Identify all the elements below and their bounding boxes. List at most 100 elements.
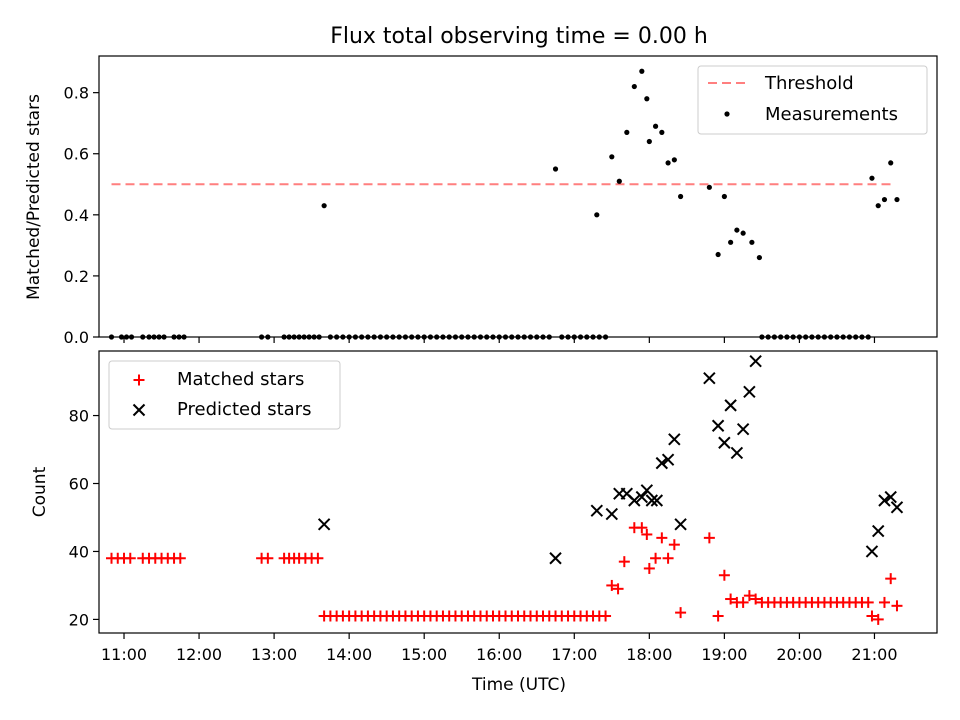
measurement-point — [484, 334, 490, 340]
ratio-y-ticks: 0.0 0.2 0.4 0.6 0.8 — [64, 84, 99, 347]
matched-star-point — [737, 596, 749, 608]
measurement-point — [869, 175, 875, 181]
measurement-point — [176, 334, 182, 340]
matched-star-point — [643, 562, 655, 574]
predicted-star-point-b — [640, 484, 654, 497]
measurement-point — [888, 160, 894, 166]
measurement-point — [644, 96, 650, 102]
measurement-point — [631, 83, 637, 90]
measurement-point — [365, 334, 371, 340]
predicted-star-point-b — [605, 507, 619, 521]
measurement-point — [894, 196, 900, 203]
measurement-point — [286, 334, 292, 340]
measurement-point — [171, 334, 177, 340]
measurement-point — [771, 334, 778, 340]
x-tick-label: 18:00 — [626, 645, 672, 664]
measurement-point — [765, 334, 771, 340]
measurement-point — [471, 334, 477, 340]
measurement-point — [778, 334, 784, 340]
measurement-point — [671, 157, 677, 163]
matched-star-point — [703, 532, 715, 544]
measurement-point — [534, 334, 540, 340]
measurement-point — [384, 334, 390, 340]
matched-star-point — [312, 552, 324, 564]
x-tick-label: 15:00 — [401, 645, 447, 664]
measurement-point — [665, 160, 671, 166]
predicted-star-point-b — [655, 456, 669, 470]
measurement-point — [559, 334, 565, 340]
matched-star-point — [618, 556, 630, 568]
measurement-point — [828, 334, 834, 340]
predicted-star-points — [317, 354, 904, 565]
measurement-point — [359, 334, 365, 340]
measurement-point — [821, 334, 828, 340]
matched-star-point — [606, 579, 618, 591]
measurement-point — [281, 334, 287, 340]
predicted-star-point — [640, 484, 654, 497]
predicted-star-point-b — [645, 494, 659, 507]
measurement-point — [609, 154, 615, 160]
measurement-point — [334, 334, 340, 340]
predicted-star-point-b — [635, 490, 649, 504]
measurement-point — [446, 334, 452, 340]
count-legend-box — [108, 360, 341, 430]
measurement-point — [859, 334, 865, 340]
measurement-point — [577, 334, 584, 340]
measurement-point — [321, 203, 327, 209]
count-y-ticks: 20 40 60 80 — [69, 407, 99, 629]
count-y-tick-label: 80 — [69, 407, 89, 426]
predicted-star-point-b — [718, 436, 731, 449]
ratio-y-tick-label: 0.8 — [64, 84, 89, 103]
measurement-point — [258, 334, 265, 340]
matched-star-point — [641, 528, 653, 540]
measurement-point — [728, 239, 734, 245]
legend-predicted-swatch — [132, 403, 146, 417]
measurement-point — [377, 334, 384, 340]
x-tick-label: 19:00 — [701, 645, 747, 664]
measurement-point — [590, 334, 596, 340]
measurement-point — [759, 334, 765, 340]
ratio-y-tick-label: 0.4 — [64, 206, 89, 225]
legend-matched-swatch — [133, 374, 145, 386]
ratio-y-tick-label: 0.6 — [64, 145, 89, 164]
measurement-point — [415, 334, 421, 340]
matched-star-point — [656, 532, 668, 544]
predicted-star-point — [872, 524, 885, 538]
predicted-star-point-b — [865, 545, 879, 558]
measurement-point — [602, 334, 609, 340]
measurement-point — [265, 334, 271, 340]
predicted-star-point — [724, 399, 737, 412]
matched-star-point — [718, 569, 730, 581]
predicted-star-point — [884, 490, 897, 504]
predicted-star-point — [736, 422, 750, 436]
predicted-star-point — [865, 545, 879, 558]
x-tick-label: 21:00 — [851, 645, 897, 664]
predicted-star-point-b — [650, 494, 664, 507]
measurement-point — [639, 68, 645, 74]
measurement-point — [402, 334, 409, 340]
legend-predicted-marker — [132, 403, 146, 417]
measurement-point — [316, 334, 322, 340]
predicted-star-point-b — [878, 494, 891, 507]
measurement-point — [652, 123, 659, 129]
x-tick-label: 14:00 — [326, 645, 372, 664]
predicted-star-point — [730, 446, 744, 460]
measurement-point — [459, 334, 465, 340]
measurement-point — [427, 334, 434, 340]
predicted-star-point-b — [743, 385, 756, 398]
matched-star-point — [872, 613, 884, 625]
measurement-point — [646, 138, 652, 145]
predicted-star-point — [317, 518, 331, 531]
measurement-point — [756, 254, 762, 261]
count-legend: Matched stars Predicted stars — [108, 360, 341, 430]
predicted-star-point — [635, 490, 649, 504]
measurement-point — [624, 129, 630, 135]
ratio-legend-box — [697, 65, 928, 135]
predicted-star-point — [749, 354, 762, 368]
matched-star-point — [891, 600, 903, 612]
x-tick-label: 12:00 — [176, 645, 222, 664]
measurement-point — [881, 196, 888, 203]
measurement-point — [594, 212, 600, 218]
